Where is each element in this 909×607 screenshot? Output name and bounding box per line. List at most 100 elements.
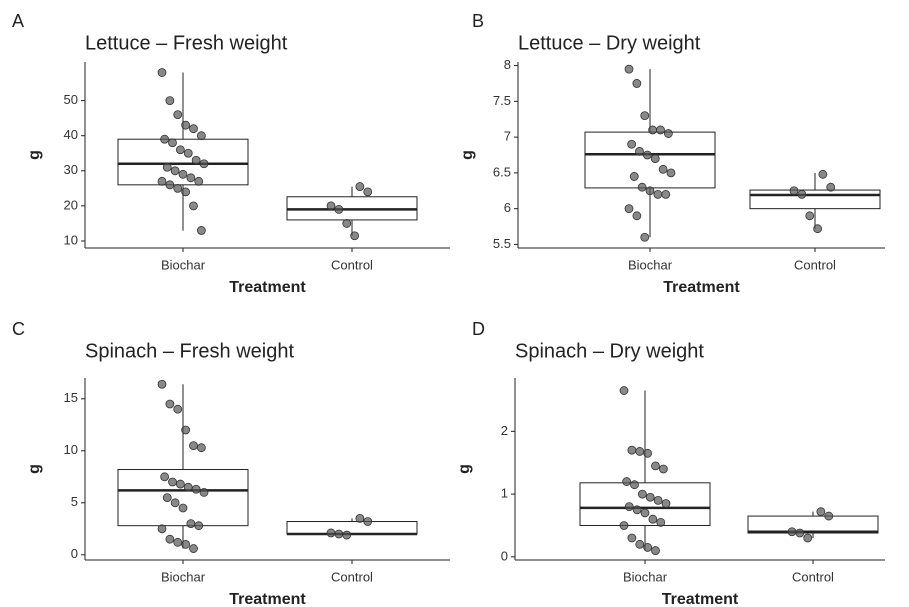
panel-label: A bbox=[12, 11, 24, 31]
point bbox=[170, 498, 180, 508]
point bbox=[181, 187, 191, 197]
point bbox=[651, 461, 660, 471]
point bbox=[178, 169, 188, 179]
point bbox=[157, 379, 167, 389]
point bbox=[658, 464, 668, 474]
point bbox=[787, 527, 797, 537]
point bbox=[648, 125, 658, 135]
point bbox=[656, 517, 666, 527]
point bbox=[619, 521, 629, 530]
point bbox=[824, 511, 834, 521]
point bbox=[643, 543, 653, 552]
y-axis-title: g bbox=[456, 464, 473, 474]
chart-title: Spinach – Fresh weight bbox=[85, 340, 294, 362]
point bbox=[173, 537, 183, 547]
point bbox=[162, 493, 172, 503]
point bbox=[173, 183, 183, 193]
point bbox=[194, 176, 204, 186]
point bbox=[181, 425, 191, 435]
point bbox=[661, 499, 671, 508]
point bbox=[173, 404, 183, 414]
point bbox=[199, 159, 209, 169]
y-tick-label: 2 bbox=[501, 423, 508, 438]
box bbox=[117, 138, 249, 186]
box bbox=[584, 131, 716, 189]
y-tick-label: 15 bbox=[64, 390, 78, 405]
point bbox=[355, 514, 365, 523]
point bbox=[661, 189, 671, 199]
y-tick-label: 5.5 bbox=[493, 236, 511, 251]
point bbox=[627, 139, 637, 149]
point bbox=[196, 131, 206, 141]
point bbox=[637, 182, 647, 192]
point bbox=[624, 64, 634, 74]
chart-title: Lettuce – Dry weight bbox=[518, 32, 701, 54]
point bbox=[165, 180, 175, 190]
point bbox=[642, 150, 652, 160]
point bbox=[629, 172, 639, 181]
point bbox=[816, 507, 826, 517]
x-tick-label: Biochar bbox=[623, 569, 668, 584]
point bbox=[635, 447, 645, 456]
point bbox=[645, 492, 655, 502]
point bbox=[648, 514, 658, 524]
point bbox=[162, 162, 172, 172]
point bbox=[627, 445, 637, 455]
point bbox=[189, 201, 198, 211]
point bbox=[826, 182, 836, 192]
point bbox=[157, 524, 167, 534]
point bbox=[173, 110, 183, 120]
x-tick-label: Control bbox=[331, 569, 373, 584]
point bbox=[199, 487, 209, 497]
point bbox=[186, 173, 196, 183]
point bbox=[157, 176, 167, 186]
point bbox=[658, 164, 668, 174]
point bbox=[183, 482, 193, 492]
box bbox=[117, 469, 249, 527]
point bbox=[635, 147, 644, 156]
point bbox=[181, 540, 191, 549]
y-tick-label: 7.5 bbox=[493, 93, 511, 108]
point bbox=[334, 529, 344, 539]
x-tick-label: Biochar bbox=[628, 257, 673, 272]
point bbox=[194, 521, 204, 531]
point bbox=[334, 204, 344, 214]
point bbox=[795, 528, 805, 538]
point bbox=[663, 129, 673, 138]
y-tick-label: 0 bbox=[71, 546, 78, 561]
point bbox=[803, 533, 813, 543]
point bbox=[650, 154, 660, 163]
panel-label: C bbox=[12, 319, 25, 339]
chart-title: Lettuce – Fresh weight bbox=[85, 32, 288, 54]
point bbox=[640, 508, 650, 518]
y-tick-label: 0 bbox=[501, 548, 508, 563]
point bbox=[160, 134, 170, 144]
point bbox=[342, 219, 352, 228]
point bbox=[643, 448, 653, 458]
y-tick-label: 10 bbox=[64, 232, 78, 247]
point bbox=[805, 211, 815, 221]
point bbox=[160, 472, 170, 482]
y-axis-title: g bbox=[26, 150, 43, 160]
point bbox=[797, 189, 807, 199]
y-tick-label: 1 bbox=[501, 486, 508, 501]
box bbox=[579, 482, 711, 526]
panel-label: B bbox=[472, 11, 484, 31]
point bbox=[637, 489, 647, 499]
point bbox=[186, 519, 196, 528]
point bbox=[622, 477, 632, 486]
x-axis-title: Treatment bbox=[662, 591, 739, 607]
y-tick-label: 50 bbox=[64, 92, 78, 107]
point bbox=[165, 399, 175, 409]
point bbox=[632, 79, 642, 88]
y-tick-label: 20 bbox=[64, 197, 78, 212]
point bbox=[175, 479, 185, 489]
point bbox=[355, 182, 365, 191]
x-axis-title: Treatment bbox=[229, 591, 306, 607]
y-tick-label: 6 bbox=[504, 200, 511, 215]
point bbox=[630, 480, 639, 490]
point bbox=[363, 517, 373, 526]
box bbox=[747, 515, 879, 534]
chart-title: Spinach – Dry weight bbox=[515, 340, 704, 362]
point bbox=[350, 231, 360, 241]
